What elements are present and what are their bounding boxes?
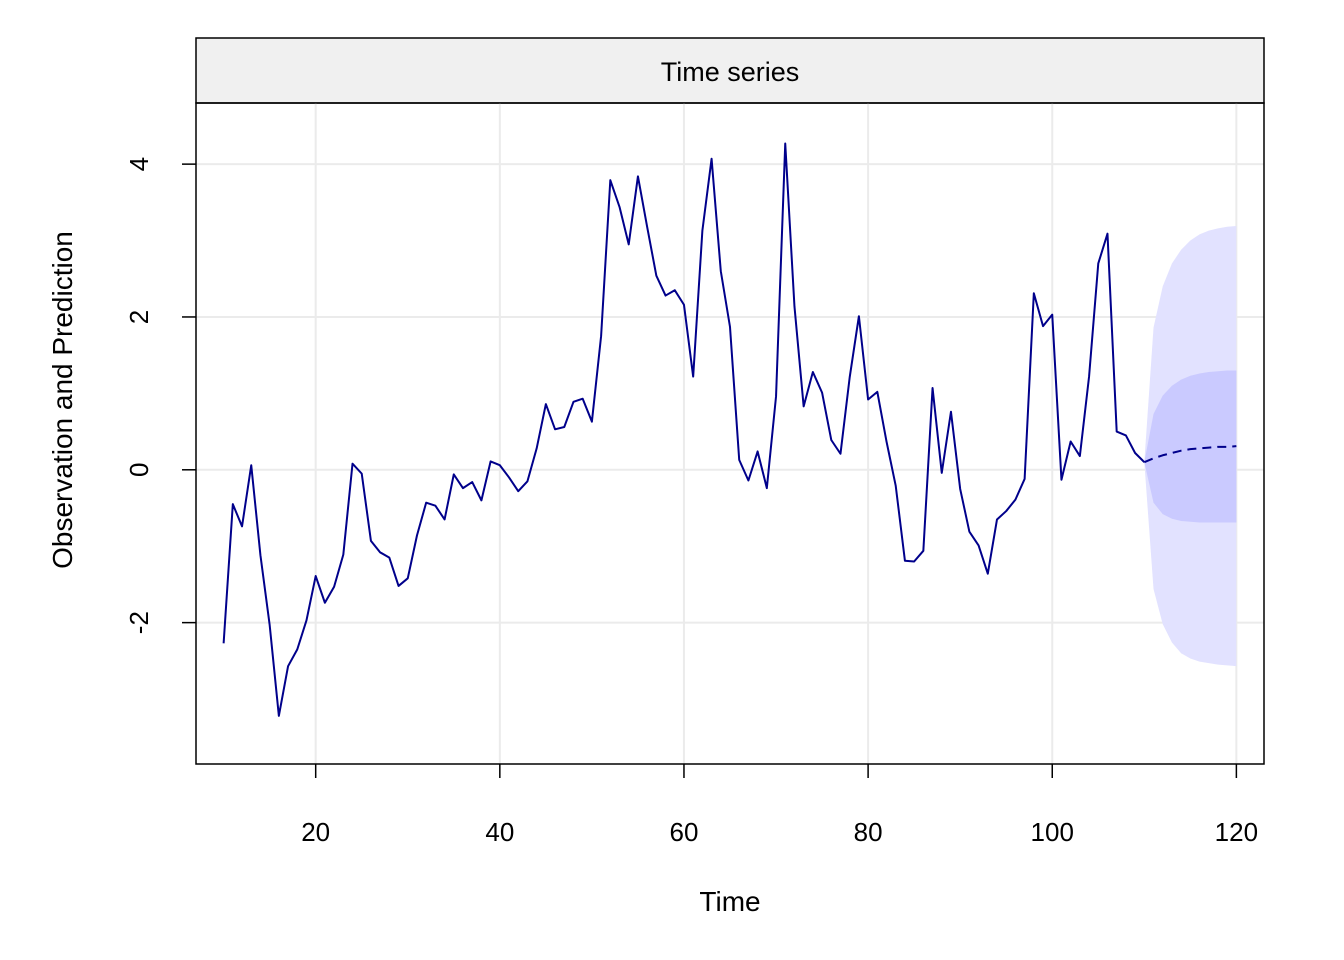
x-tick-label: 80 — [854, 817, 883, 847]
panel-header — [195, 37, 1265, 104]
y-tick-label: 4 — [124, 157, 154, 171]
axes: 20 40 60 80 100 120 -2 0 2 4 — [124, 157, 1258, 847]
x-axis-title: Time — [699, 886, 760, 917]
series-lines — [222, 142, 1237, 717]
x-tick-label: 100 — [1031, 817, 1074, 847]
prediction-band-inner — [1144, 370, 1237, 523]
x-tick-label: 40 — [485, 817, 514, 847]
plot-area-border — [195, 102, 1265, 765]
prediction-bands — [1144, 226, 1237, 667]
x-tick-label: 60 — [670, 817, 699, 847]
x-tick-label: 20 — [301, 817, 330, 847]
observed-line — [222, 142, 1146, 717]
y-tick-label: 2 — [124, 310, 154, 324]
y-tick-label: -2 — [124, 611, 154, 634]
grid-lines — [196, 103, 1264, 764]
panel-title: Time series — [661, 57, 800, 87]
y-tick-label: 0 — [124, 463, 154, 477]
x-tick-label: 120 — [1215, 817, 1258, 847]
forecast-line — [1143, 445, 1237, 464]
y-axis-title: Observation and Prediction — [47, 231, 78, 569]
